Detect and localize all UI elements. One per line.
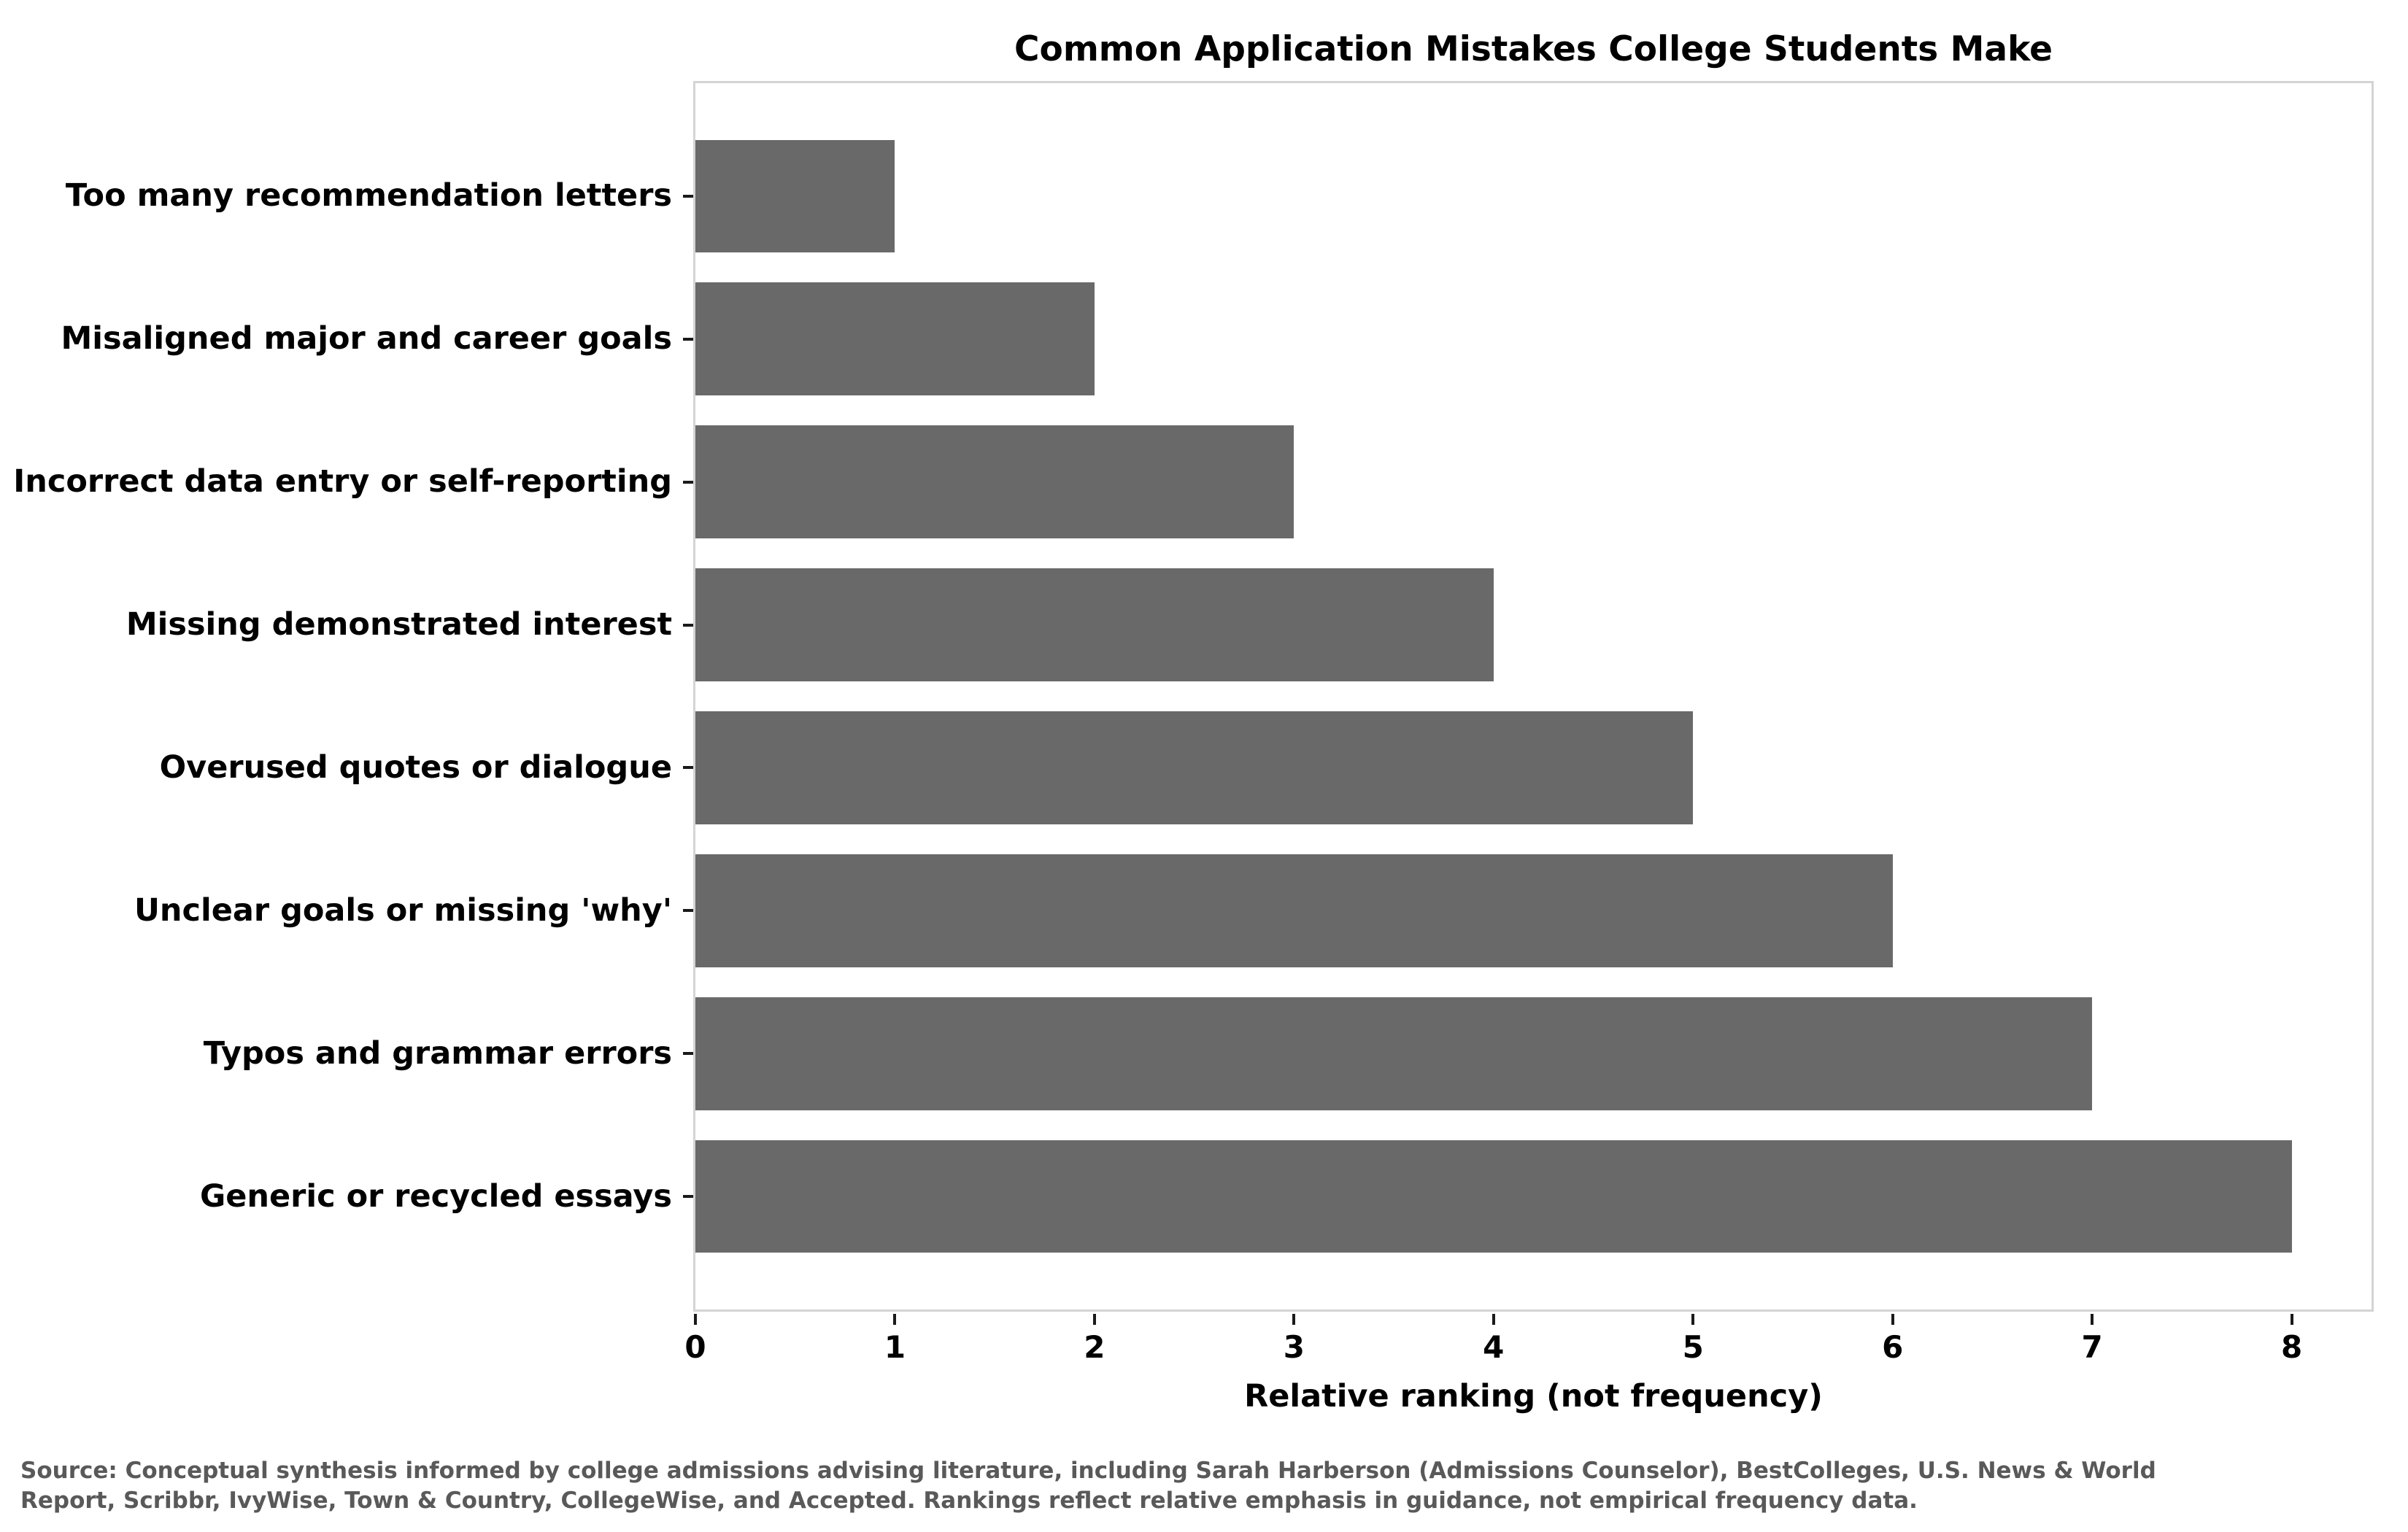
x-axis-tick xyxy=(2290,1314,2293,1325)
x-axis-tick xyxy=(1492,1314,1495,1325)
x-axis-tick-label: 7 xyxy=(2081,1329,2103,1365)
source-footnote: Source: Conceptual synthesis informed by… xyxy=(20,1456,2392,1516)
y-axis-category-label: Missing demonstrated interest xyxy=(126,606,672,643)
bar xyxy=(695,282,1095,396)
x-axis-tick xyxy=(1891,1314,1894,1325)
bar-row: Missing demonstrated interest xyxy=(126,554,2372,697)
y-axis-tick xyxy=(683,194,693,198)
x-axis-tick xyxy=(893,1314,897,1325)
y-axis-category-label: Incorrect data entry or self-reporting xyxy=(13,463,672,500)
y-axis-category-label: Unclear goals or missing 'why' xyxy=(134,891,672,929)
y-axis-tick xyxy=(683,337,693,341)
y-axis-category-label: Too many recommendation letters xyxy=(65,177,672,214)
x-axis-label: Relative ranking (not frequency) xyxy=(1244,1378,1823,1415)
bar xyxy=(695,425,1294,539)
plot-rows: Too many recommendation letters Misaligne… xyxy=(13,125,2372,1268)
y-axis-tick xyxy=(683,480,693,484)
x-axis-tick-label: 3 xyxy=(1283,1329,1305,1365)
x-axis-tick-label: 4 xyxy=(1483,1329,1505,1365)
x-axis-tick xyxy=(1691,1314,1695,1325)
bar-row: Typos and grammar errors xyxy=(204,982,2372,1125)
source-footnote-line-1: Source: Conceptual synthesis informed by… xyxy=(20,1458,2156,1484)
x-axis-tick-label: 5 xyxy=(1682,1329,1704,1365)
plot-area: Too many recommendation letters Misaligne… xyxy=(13,81,2374,1312)
bar-row: Misaligned major and career goals xyxy=(61,268,2372,411)
bar-row: Overused quotes or dialogue xyxy=(160,697,2372,840)
x-axis-tick-label: 6 xyxy=(1882,1329,1904,1365)
chart-title: Common Application Mistakes College Stud… xyxy=(1014,29,2053,69)
bar xyxy=(695,854,1893,967)
bar-row: Too many recommendation letters xyxy=(66,125,2372,268)
x-axis-tick xyxy=(1092,1314,1096,1325)
x-axis-tick-label: 1 xyxy=(884,1329,906,1365)
x-axis-tick xyxy=(1292,1314,1296,1325)
x-axis-tick xyxy=(2091,1314,2094,1325)
x-axis-tick-label: 0 xyxy=(684,1329,706,1365)
y-axis-tick xyxy=(683,1195,693,1199)
y-axis-tick xyxy=(683,766,693,770)
y-axis-category-label: Generic or recycled essays xyxy=(199,1177,672,1215)
bar xyxy=(695,997,2093,1110)
bar xyxy=(695,568,1494,681)
y-axis-tick xyxy=(683,909,693,913)
y-axis-category-label: Misaligned major and career goals xyxy=(61,320,672,357)
bar xyxy=(695,711,1694,824)
bar xyxy=(695,1140,2292,1253)
y-axis-tick xyxy=(683,623,693,627)
bar-row: Generic or recycled essays xyxy=(200,1125,2372,1268)
y-axis-category-label: Typos and grammar errors xyxy=(203,1034,672,1072)
bar-row: Incorrect data entry or self-reporting xyxy=(13,411,2372,554)
x-axis-tick xyxy=(694,1314,697,1325)
y-axis-category-label: Overused quotes or dialogue xyxy=(159,748,672,786)
x-axis-tick-label: 8 xyxy=(2280,1329,2303,1365)
source-footnote-line-2: Report, Scribbr, IvyWise, Town & Country… xyxy=(20,1487,1918,1514)
y-axis-tick xyxy=(683,1052,693,1056)
x-axis-tick-label: 2 xyxy=(1084,1329,1105,1365)
bar xyxy=(695,139,895,253)
bar-row: Unclear goals or missing 'why' xyxy=(134,839,2372,982)
